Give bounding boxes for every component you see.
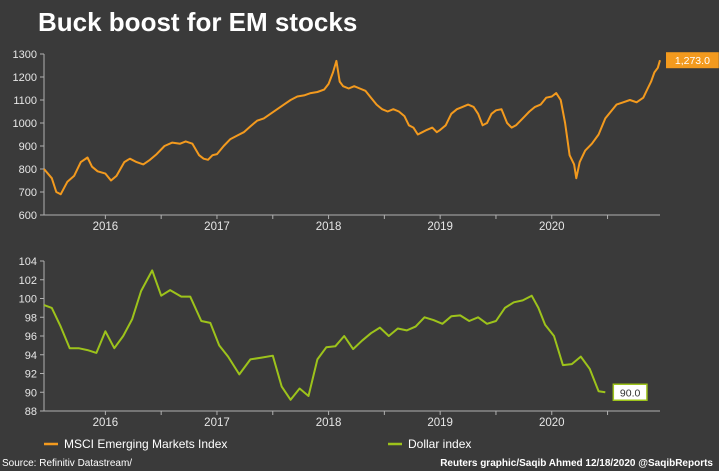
dollar-y-tick-label: 102 [19,275,37,287]
dollar-end-label: 90.0 [620,387,641,399]
em-x-tick-label: 2019 [427,221,453,233]
dollar-x-tick-label: 2019 [427,417,453,429]
em-end-badge [666,52,719,69]
em-y-tick-label: 600 [19,210,37,222]
legend: MSCI Emerging Markets Index Dollar index [44,437,471,451]
dollar-y-tick-label: 104 [19,256,37,268]
em-x-tick-label: 2017 [204,221,230,233]
legend-label-em: MSCI Emerging Markets Index [64,437,227,451]
em-series-line [43,59,661,196]
dollar-x-tick-label: 2018 [316,417,342,429]
em-y-tick-label: 1000 [13,118,37,130]
dollar-index-panel: 88 90 92 94 96 98 100 102 104 2016 2017 2018 2019 202… [19,256,660,429]
em-y-tick-label: 1300 [13,49,37,61]
legend-label-dollar: Dollar index [408,437,471,451]
em-y-tick-label: 1200 [13,72,37,84]
em-y-tick-label: 700 [19,187,37,199]
dollar-y-tick-label: 88 [25,406,37,418]
dollar-x-tick-label: 2016 [93,417,119,429]
chart-title: Buck boost for EM stocks [38,7,357,37]
dollar-y-tick-label: 98 [25,312,37,324]
em-x-tick-label: 2020 [539,221,565,233]
dollar-y-tick-label: 94 [25,350,37,362]
dollar-series-line [43,269,606,401]
em-index-panel: 600 700 800 900 1000 1100 1200 1300 2016 2017 2018… [13,49,719,233]
em-y-tick-label: 900 [19,141,37,153]
dollar-end-badge [612,383,648,401]
dollar-y-tick-label: 96 [25,331,37,343]
dollar-x-tick-label: 2017 [204,417,230,429]
dollar-y-tick-label: 92 [25,369,37,381]
em-x-tick-label: 2018 [316,221,342,233]
source-note: Source: Refinitiv Datastream/ [2,458,132,469]
dollar-y-tick-label: 90 [25,387,37,399]
em-end-label: 1,273.0 [675,55,710,67]
em-x-tick-label: 2016 [93,221,119,233]
em-y-tick-label: 800 [19,164,37,176]
credit-note: Reuters graphic/Saqib Ahmed 12/18/2020 @… [440,458,713,469]
dollar-y-tick-label: 100 [19,294,37,306]
em-y-tick-label: 1100 [13,95,37,107]
dollar-x-tick-label: 2020 [539,417,565,429]
